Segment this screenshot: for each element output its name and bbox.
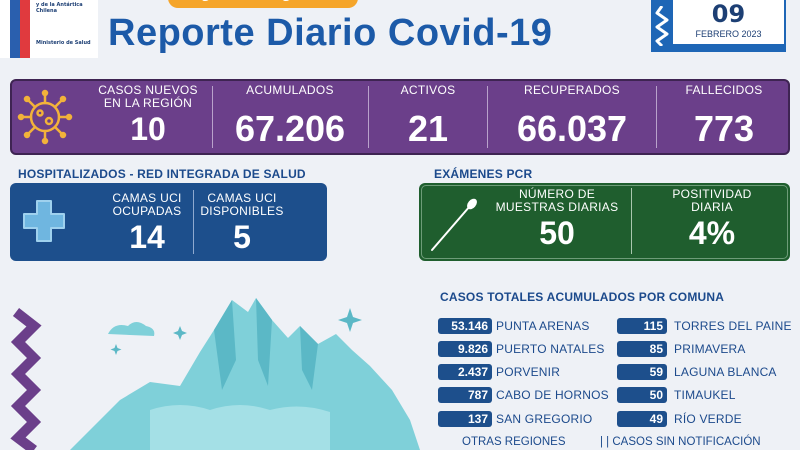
communes-title: CASOS TOTALES ACUMULADOS POR COMUNA xyxy=(440,290,725,304)
stat-value: 14 xyxy=(129,219,165,255)
commune-value: 49 xyxy=(617,411,667,427)
commune-name: TIMAUKEL xyxy=(674,388,736,402)
stat-label: MUESTRAS DIARIAS xyxy=(495,200,619,214)
commune-name: SAN GREGORIO xyxy=(496,412,593,426)
other-regions-label: OTRAS REGIONES xyxy=(462,436,566,448)
commune-value: 85 xyxy=(617,341,667,357)
commune-name: RÍO VERDE xyxy=(674,412,742,426)
commune-value: 53.146 xyxy=(438,318,492,334)
commune-name: PUNTA ARENAS xyxy=(496,319,590,333)
stat-label: DISPONIBLES xyxy=(200,204,284,218)
commune-value: 50 xyxy=(617,387,667,403)
commune-name: CABO DE HORNOS xyxy=(496,388,609,402)
no-notification-label: | | CASOS SIN NOTIFICACIÓN xyxy=(600,436,761,448)
hospital-section-title: HOSPITALIZADOS - RED INTEGRADA DE SALUD xyxy=(18,167,306,181)
icu-available: CAMAS UCI DISPONIBLES 5 xyxy=(196,192,288,256)
commune-value: 59 xyxy=(617,364,667,380)
stat-recovered: RECUPERADOS 66.037 xyxy=(492,84,652,148)
commune-name: PRIMAVERA xyxy=(674,342,746,356)
divider xyxy=(193,190,194,254)
stat-label: OCUPADAS xyxy=(112,204,182,218)
divider xyxy=(631,188,632,254)
pcr-samples: NÚMERO DE MUESTRAS DIARIAS 50 xyxy=(490,188,624,252)
date-month: FEBRERO 2023 xyxy=(695,29,762,39)
stat-value: 773 xyxy=(693,108,755,149)
date-panel: 09 FEBRERO 2023 xyxy=(651,0,786,52)
commune-name: TORRES DEL PAINE xyxy=(674,319,792,333)
commune-name: PUERTO NATALES xyxy=(496,342,605,356)
stat-value: 21 xyxy=(407,108,449,149)
torres-del-paine-illustration xyxy=(10,298,420,450)
pcr-box xyxy=(419,183,790,261)
stat-label: ACUMULADOS xyxy=(246,83,334,97)
stat-label: POSITIVIDAD xyxy=(672,187,752,201)
government-logo: y de la Antártica Chilena Ministerio de … xyxy=(0,0,98,58)
stat-value: 5 xyxy=(233,219,251,255)
stat-active: ACTIVOS 21 xyxy=(372,84,484,148)
commune-name: PORVENIR xyxy=(496,365,561,379)
stat-label: NÚMERO DE xyxy=(518,187,596,201)
stat-accumulated: ACUMULADOS 67.206 xyxy=(216,84,364,148)
commune-value: 2.437 xyxy=(438,364,492,380)
stat-new-cases: CASOS NUEVOS EN LA REGIÓN 10 xyxy=(92,84,204,148)
zigzag-decoration-icon xyxy=(655,6,669,46)
page-title: Reporte Diario Covid-19 xyxy=(108,12,553,54)
stat-value: 67.206 xyxy=(234,108,346,149)
icu-occupied: CAMAS UCI OCUPADAS 14 xyxy=(104,192,190,256)
stat-value: 4% xyxy=(688,215,736,251)
stat-label: RECUPERADOS xyxy=(524,83,620,97)
commune-value: 137 xyxy=(438,411,492,427)
stat-label: EN LA REGIÓN xyxy=(103,96,193,110)
stat-label: CAMAS UCI xyxy=(207,191,277,205)
commune-value: 787 xyxy=(438,387,492,403)
divider xyxy=(212,86,213,148)
commune-name: LAGUNA BLANCA xyxy=(674,365,777,379)
medical-cross-icon xyxy=(23,200,65,242)
commune-value: 9.826 xyxy=(438,341,492,357)
stat-value: 50 xyxy=(539,215,575,251)
ministry-bottom-text: Ministerio de Salud xyxy=(36,40,91,46)
virus-icon xyxy=(17,89,73,145)
stat-deceased: FALLECIDOS 773 xyxy=(660,84,788,148)
stats-band xyxy=(10,79,790,155)
stat-label: DIARIA xyxy=(691,200,733,214)
stat-label: FALLECIDOS xyxy=(685,83,763,97)
ministry-top-text: y de la Antártica Chilena xyxy=(36,2,83,14)
stat-value: 10 xyxy=(130,111,166,147)
date-day: 09 xyxy=(711,0,746,28)
stat-value: 66.037 xyxy=(516,108,628,149)
commune-value: 115 xyxy=(617,318,667,334)
divider xyxy=(656,86,657,148)
region-badge: Región de Magallanes xyxy=(168,0,358,8)
pcr-section-title: EXÁMENES PCR xyxy=(434,167,533,181)
divider xyxy=(487,86,488,148)
stat-label: CASOS NUEVOS xyxy=(98,83,198,97)
stat-label: CAMAS UCI xyxy=(112,191,182,205)
stat-label: ACTIVOS xyxy=(400,83,456,97)
divider xyxy=(368,86,369,148)
swab-icon xyxy=(431,198,477,251)
pcr-positivity: POSITIVIDAD DIARIA 4% xyxy=(640,188,784,252)
